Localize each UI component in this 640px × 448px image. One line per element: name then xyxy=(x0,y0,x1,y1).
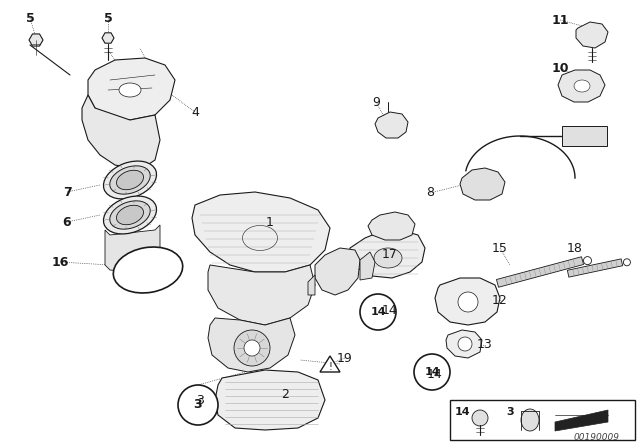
Circle shape xyxy=(234,330,270,366)
Text: 19: 19 xyxy=(337,352,353,365)
Circle shape xyxy=(178,385,218,425)
Ellipse shape xyxy=(119,83,141,97)
Text: 14: 14 xyxy=(370,307,386,317)
Ellipse shape xyxy=(574,80,590,92)
Text: 8: 8 xyxy=(426,186,434,199)
Circle shape xyxy=(472,410,488,426)
Circle shape xyxy=(458,292,478,312)
Polygon shape xyxy=(568,259,623,277)
Circle shape xyxy=(414,354,450,390)
Ellipse shape xyxy=(113,247,182,293)
Polygon shape xyxy=(576,22,608,48)
Text: 16: 16 xyxy=(51,255,68,268)
Text: 5: 5 xyxy=(26,12,35,25)
Bar xyxy=(450,400,635,440)
Circle shape xyxy=(458,337,472,351)
Polygon shape xyxy=(460,168,505,200)
Polygon shape xyxy=(82,95,160,170)
Text: 3: 3 xyxy=(194,399,202,412)
Polygon shape xyxy=(375,112,408,138)
Text: 9: 9 xyxy=(372,95,380,108)
Circle shape xyxy=(623,259,630,266)
Text: 00190009: 00190009 xyxy=(574,433,620,442)
Polygon shape xyxy=(558,70,605,102)
Text: 14: 14 xyxy=(424,367,440,377)
Text: 15: 15 xyxy=(492,241,508,254)
Polygon shape xyxy=(215,370,325,430)
Text: !: ! xyxy=(328,362,332,372)
Text: 14: 14 xyxy=(427,369,443,382)
Text: 18: 18 xyxy=(567,241,583,254)
Text: 14: 14 xyxy=(454,407,470,417)
Text: 2: 2 xyxy=(281,388,289,401)
Polygon shape xyxy=(368,212,415,240)
Polygon shape xyxy=(192,192,330,272)
Polygon shape xyxy=(360,252,375,280)
Polygon shape xyxy=(497,257,584,287)
Polygon shape xyxy=(555,410,608,431)
Text: 6: 6 xyxy=(63,215,71,228)
Ellipse shape xyxy=(116,170,143,190)
Polygon shape xyxy=(315,248,360,295)
Text: 13: 13 xyxy=(477,339,493,352)
Text: 17: 17 xyxy=(382,249,398,262)
Ellipse shape xyxy=(104,196,157,234)
Circle shape xyxy=(360,294,396,330)
Ellipse shape xyxy=(116,205,143,225)
Polygon shape xyxy=(208,318,295,372)
Circle shape xyxy=(584,257,591,265)
Polygon shape xyxy=(88,58,175,120)
Polygon shape xyxy=(308,275,315,295)
Ellipse shape xyxy=(521,409,539,431)
Polygon shape xyxy=(105,225,160,275)
Ellipse shape xyxy=(110,166,150,194)
Text: 3: 3 xyxy=(506,407,514,417)
Text: 11: 11 xyxy=(551,13,569,26)
Circle shape xyxy=(244,340,260,356)
Text: 12: 12 xyxy=(492,293,508,306)
Text: 1: 1 xyxy=(266,215,274,228)
Ellipse shape xyxy=(110,201,150,229)
Polygon shape xyxy=(350,230,425,278)
Polygon shape xyxy=(102,33,114,43)
Text: 4: 4 xyxy=(191,105,199,119)
Text: 3: 3 xyxy=(196,393,204,406)
Polygon shape xyxy=(29,34,43,46)
Polygon shape xyxy=(208,265,315,325)
Ellipse shape xyxy=(374,248,402,268)
Text: 5: 5 xyxy=(104,12,113,25)
Bar xyxy=(562,126,607,146)
Ellipse shape xyxy=(119,251,177,289)
Polygon shape xyxy=(320,356,340,372)
Ellipse shape xyxy=(104,161,157,199)
Polygon shape xyxy=(446,330,482,358)
Text: 14: 14 xyxy=(382,303,398,316)
Polygon shape xyxy=(435,278,500,325)
Text: 10: 10 xyxy=(551,61,569,74)
Text: 7: 7 xyxy=(63,185,72,198)
